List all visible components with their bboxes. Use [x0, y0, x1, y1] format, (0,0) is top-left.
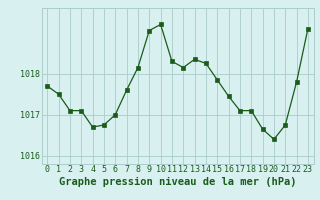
X-axis label: Graphe pression niveau de la mer (hPa): Graphe pression niveau de la mer (hPa) [59, 177, 296, 187]
